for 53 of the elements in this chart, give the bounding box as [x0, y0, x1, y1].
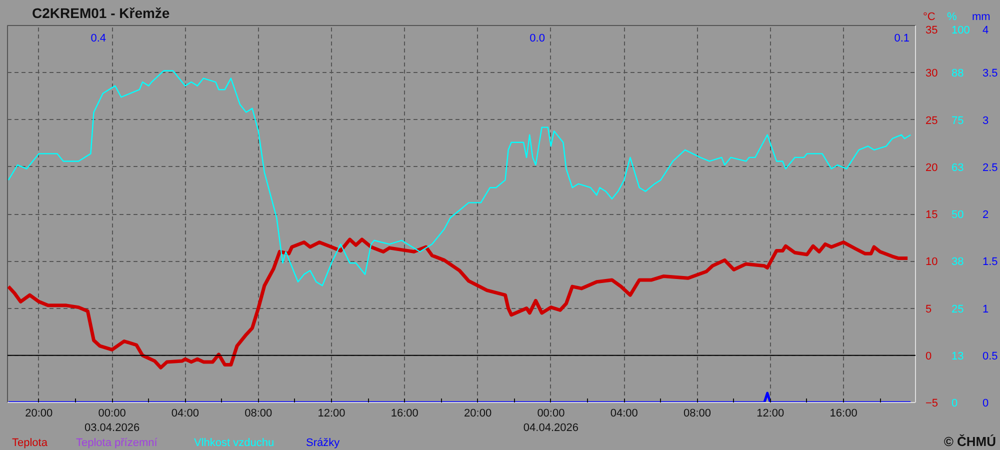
y-tick-label: 5 — [926, 303, 932, 316]
chart-title: C2KREM01 - Křemže — [32, 4, 170, 23]
y3-tick-label: 2 — [982, 209, 989, 221]
x-tick-label: 00:00 04.04.2026 — [523, 408, 578, 434]
y3-tick-label: 3 — [982, 114, 989, 127]
y2-axis-title: % — [947, 10, 957, 25]
x-tick-label: 08:00 — [244, 408, 272, 420]
x-tick-label: 20:00 — [464, 408, 492, 420]
x-tick-label: 04:00 — [171, 408, 199, 420]
y3-tick-label: 0 — [982, 398, 989, 410]
y-tick-label: 15 — [926, 209, 938, 221]
y2-tick-label: 88 — [952, 68, 964, 80]
y2-tick-label: 100 — [952, 24, 970, 36]
y-tick-label: 0 — [926, 350, 932, 362]
y3-tick-label: 4 — [982, 24, 989, 36]
x-tick-label: 16:00 — [390, 408, 418, 420]
line-series — [8, 70, 912, 286]
y2-tick-label: 38 — [952, 256, 964, 268]
x-tick-label: 08:00 — [684, 408, 712, 420]
y-tick-label: 20 — [926, 162, 938, 174]
text: Vlhkost vzduchu — [194, 436, 274, 450]
y3-tick-label: 3.5 — [982, 68, 998, 80]
text: Srážky — [306, 436, 340, 450]
annotation: 0.0 — [530, 32, 545, 44]
y-tick-label: 25 — [926, 114, 938, 127]
y3-axis-title: mm — [972, 10, 990, 25]
y3-tick-label: 1 — [982, 303, 989, 316]
y-tick-label: 30 — [926, 68, 938, 80]
y2-tick-label: 63 — [952, 162, 964, 174]
x-tick-label: 00:00 03.04.2026 — [84, 408, 140, 434]
y-axis-title: °C — [923, 10, 936, 25]
y-tick-label: −5 — [926, 398, 938, 410]
y2-tick-label: 25 — [952, 303, 964, 316]
text: © ČHMÚ — [944, 433, 996, 450]
x-tick-label: 04:00 — [610, 408, 638, 420]
y2-tick-label: 50 — [952, 209, 964, 221]
y2-tick-label: 13 — [952, 350, 964, 362]
y-tick-label: 10 — [926, 256, 938, 268]
y3-tick-label: 0.5 — [982, 350, 998, 362]
x-tick-label: 12:00 — [318, 408, 346, 420]
y2-tick-label: 75 — [952, 114, 964, 127]
annotation: 0.1 — [894, 32, 910, 44]
legend-label: Teplota přízemní — [76, 436, 158, 450]
y3-tick-label: 1.5 — [982, 256, 998, 268]
line-series — [8, 238, 910, 370]
annotation: 0.4 — [90, 32, 106, 44]
y2-tick-label: 0 — [952, 398, 958, 410]
text: Teplota — [12, 436, 48, 450]
y-tick-label: 35 — [926, 24, 938, 36]
x-tick-label: 20:00 — [25, 408, 53, 420]
y3-tick-label: 2.5 — [982, 162, 998, 174]
x-tick-label: 16:00 — [830, 408, 858, 420]
x-tick-label: 12:00 — [756, 408, 784, 420]
